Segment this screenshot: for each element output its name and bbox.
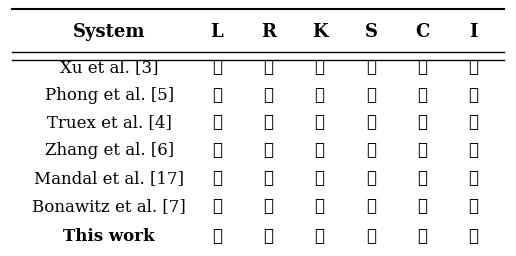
Text: ✗: ✗ xyxy=(212,59,222,76)
Text: ✓: ✓ xyxy=(315,142,325,159)
Text: Bonawitz et al. [7]: Bonawitz et al. [7] xyxy=(33,198,186,215)
Text: Truex et al. [4]: Truex et al. [4] xyxy=(47,114,172,131)
Text: I: I xyxy=(470,23,478,41)
Text: ✓: ✓ xyxy=(263,170,273,187)
Text: Mandal et al. [17]: Mandal et al. [17] xyxy=(34,170,184,187)
Text: ✗: ✗ xyxy=(417,198,427,215)
Text: ✗: ✗ xyxy=(417,59,427,76)
Text: ✗: ✗ xyxy=(366,142,376,159)
Text: ✓: ✓ xyxy=(366,228,376,246)
Text: Phong et al. [5]: Phong et al. [5] xyxy=(44,87,174,104)
Text: ✗: ✗ xyxy=(212,87,222,104)
Text: ✗: ✗ xyxy=(212,170,222,187)
Text: Zhang et al. [6]: Zhang et al. [6] xyxy=(44,142,174,159)
Text: ✓: ✓ xyxy=(212,198,222,215)
Text: ✓: ✓ xyxy=(469,228,478,246)
Text: R: R xyxy=(261,23,276,41)
Text: ✗: ✗ xyxy=(469,87,478,104)
Text: ✗: ✗ xyxy=(212,114,222,131)
Text: ✓: ✓ xyxy=(263,114,273,131)
Text: ✓: ✓ xyxy=(417,228,427,246)
Text: System: System xyxy=(73,23,146,41)
Text: ✓: ✓ xyxy=(417,142,427,159)
Text: ✗: ✗ xyxy=(417,87,427,104)
Text: This work: This work xyxy=(63,228,155,246)
Text: S: S xyxy=(364,23,377,41)
Text: ✓: ✓ xyxy=(315,87,325,104)
Text: ✓: ✓ xyxy=(315,228,325,246)
Text: ✓: ✓ xyxy=(315,170,325,187)
Text: ✗: ✗ xyxy=(469,59,478,76)
Text: ✓: ✓ xyxy=(315,59,325,76)
Text: ✗: ✗ xyxy=(366,198,376,215)
Text: C: C xyxy=(415,23,429,41)
Text: ✓: ✓ xyxy=(263,198,273,215)
Text: ✓: ✓ xyxy=(263,142,273,159)
Text: ✓: ✓ xyxy=(469,198,478,215)
Text: ✗: ✗ xyxy=(469,142,478,159)
Text: ✓: ✓ xyxy=(315,114,325,131)
Text: K: K xyxy=(312,23,327,41)
Text: ✗: ✗ xyxy=(315,198,325,215)
Text: ✗: ✗ xyxy=(417,114,427,131)
Text: ✓: ✓ xyxy=(212,228,222,246)
Text: ✗: ✗ xyxy=(212,142,222,159)
Text: Xu et al. [3]: Xu et al. [3] xyxy=(60,59,158,76)
Text: ✗: ✗ xyxy=(366,170,376,187)
Text: ✗: ✗ xyxy=(469,114,478,131)
Text: ✓: ✓ xyxy=(263,59,273,76)
Text: ✗: ✗ xyxy=(417,170,427,187)
Text: ✓: ✓ xyxy=(263,228,273,246)
Text: ✗: ✗ xyxy=(469,170,478,187)
Text: ✗: ✗ xyxy=(263,87,273,104)
Text: ✗: ✗ xyxy=(366,87,376,104)
Text: L: L xyxy=(211,23,223,41)
Text: ✗: ✗ xyxy=(366,59,376,76)
Text: ✗: ✗ xyxy=(366,114,376,131)
